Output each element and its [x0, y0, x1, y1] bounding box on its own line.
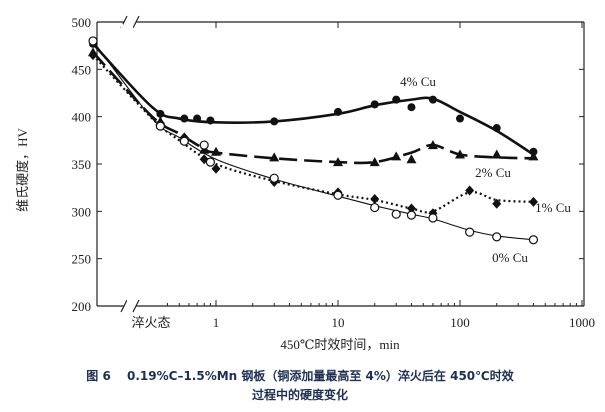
data-point-4cu	[193, 114, 202, 123]
data-point-1cu	[211, 163, 221, 174]
data-point-0cu	[269, 173, 279, 183]
y-tick-label: 350	[72, 157, 92, 172]
data-point-0cu	[391, 209, 401, 219]
series-label-4cu: 4% Cu	[400, 74, 436, 89]
series-line-0cu	[92, 40, 534, 241]
x-tick-label: 1000	[569, 315, 595, 330]
data-point-1cu	[370, 194, 380, 205]
x-axis-label: 450℃时效时间，min	[280, 337, 400, 352]
x-quenched-label: 淬火态	[131, 315, 170, 330]
data-point-4cu	[270, 117, 279, 126]
x-tick-label: 10	[332, 315, 345, 330]
x-axis-break-bottom	[120, 299, 140, 313]
data-point-4cu	[206, 116, 215, 125]
y-tick-label: 500	[72, 15, 92, 30]
caption-line-1: 图 6 0.19%C–1.5%Mn 钢板（铜添加量最高至 4%）淬火后在 450…	[86, 368, 514, 383]
y-tick-label: 300	[72, 204, 92, 219]
data-point-0cu	[205, 157, 216, 167]
caption-line-2: 过程中的硬度变化	[252, 387, 348, 402]
y-tick-label: 250	[72, 252, 92, 267]
x-tick-label: 1	[213, 315, 220, 330]
data-point-2cu	[333, 157, 343, 167]
data-point-0cu	[199, 140, 209, 150]
data-point-0cu	[428, 213, 438, 223]
data-point-4cu	[370, 100, 379, 109]
series-line-4cu	[92, 42, 535, 156]
data-point-0cu	[333, 190, 343, 200]
data-point-2cu	[269, 152, 280, 162]
data-point-2cu	[455, 149, 465, 159]
series-label-1cu: 1% Cu	[535, 200, 571, 215]
y-tick-label: 200	[72, 299, 92, 314]
data-point-2cu	[528, 151, 539, 161]
data-point-4cu	[156, 109, 165, 118]
data-point-0cu	[406, 210, 417, 220]
x-tick-label: 100	[450, 315, 470, 330]
y-tick-label: 450	[72, 62, 92, 77]
data-point-2cu	[406, 154, 417, 164]
data-point-2cu	[369, 157, 380, 167]
data-point-1cu	[528, 196, 538, 207]
marker-quenched-1cu	[88, 50, 98, 61]
data-point-0cu	[465, 227, 475, 237]
data-point-4cu	[392, 95, 401, 104]
break-gap-edges	[121, 23, 136, 305]
data-point-4cu	[407, 103, 416, 112]
series-line-2cu	[92, 51, 534, 165]
data-point-1cu	[492, 198, 502, 209]
y-tick-label: 400	[72, 110, 92, 125]
data-point-4cu	[180, 114, 189, 123]
data-point-0cu	[492, 232, 502, 242]
marker-quenched-0cu	[88, 36, 98, 46]
plot-layer: 200 250 300 350 400 450 500 1 10 100 1000 淬火态 4% Cu 2…	[72, 15, 596, 330]
data-point-0cu	[528, 235, 539, 245]
data-point-2cu	[491, 149, 502, 159]
series-label-2cu: 2% Cu	[475, 165, 511, 180]
series-label-0cu: 0% Cu	[492, 250, 528, 265]
data-point-0cu	[370, 202, 380, 213]
data-point-2cu	[427, 140, 438, 150]
data-point-4cu	[334, 107, 342, 116]
data-point-4cu	[456, 114, 464, 123]
data-point-4cu	[428, 95, 437, 104]
data-point-0cu	[155, 121, 165, 131]
data-point-2cu	[391, 151, 402, 161]
y-axis-label: 维氏硬度，HV	[15, 128, 30, 212]
data-point-1cu	[465, 185, 475, 196]
data-point-1cu	[406, 203, 416, 214]
data-point-2cu	[211, 146, 221, 156]
break-gap	[127, 23, 133, 305]
data-point-0cu	[179, 136, 189, 146]
data-point-4cu	[492, 124, 501, 133]
